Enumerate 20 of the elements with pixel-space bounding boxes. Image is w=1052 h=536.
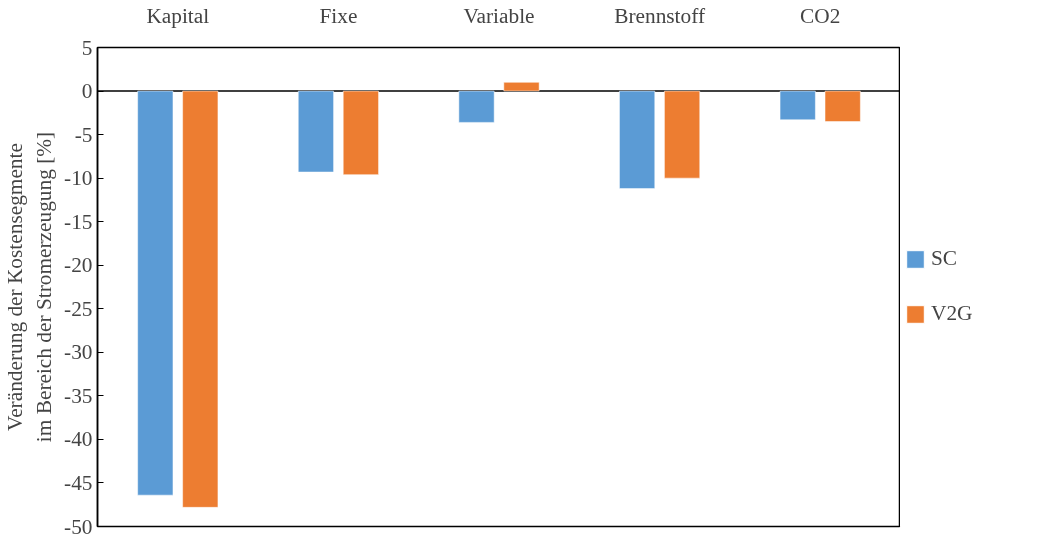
y-tick-label: 0 [81,79,93,104]
y-tick-label: 5 [81,35,93,60]
x-tick-label: CO2 [800,3,841,28]
x-tick-label: Kapital [146,3,210,28]
y-tick-label: -5 [74,122,93,147]
y-tick-label: -40 [64,427,93,452]
y-tick-label: -30 [64,340,93,365]
y-axis-title: Veränderung der Kostensegmente im Bereich der Stromerzeugung [%] [3,131,57,443]
y-tick-label: -20 [64,253,93,278]
y-tick-label: -25 [64,296,93,321]
y-tick-label: -15 [64,209,93,234]
x-tick-label: Brennstoff [614,3,706,28]
legend-label: SC [931,246,958,271]
legend-label: V2G [931,301,973,326]
y-tick-label: -10 [64,166,93,191]
y-tick-label: -35 [64,383,93,408]
y-tick-label: -45 [64,470,93,495]
x-tick-label: Variable [463,3,535,28]
x-tick-label: Fixe [319,3,358,28]
y-tick-label: -50 [64,514,93,536]
